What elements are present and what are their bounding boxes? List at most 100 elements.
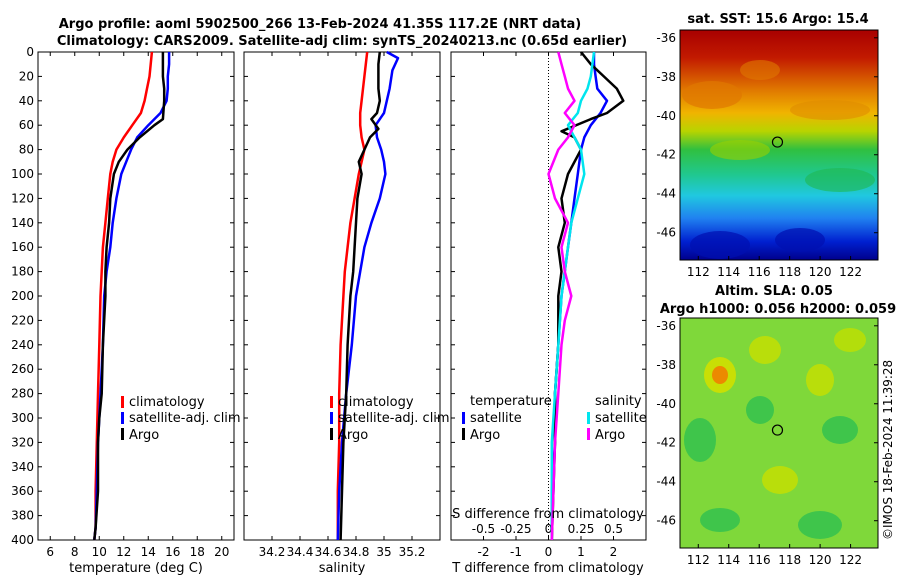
- sst-warm-patch: [790, 100, 870, 120]
- legend-swatch-argo: [121, 428, 124, 440]
- lat-tick-label: -44: [656, 187, 676, 201]
- x-tick-label: 20: [214, 545, 229, 559]
- lon-tick-label: 112: [687, 553, 710, 567]
- sla-high-patch: [806, 364, 834, 396]
- lon-tick-label: 118: [778, 553, 801, 567]
- s-tick-label: 0.5: [604, 522, 623, 536]
- series-line-s-argo: [547, 51, 576, 541]
- sla-high-core: [712, 366, 728, 384]
- series-line-climatology: [93, 51, 154, 541]
- y-tick-label: 340: [11, 460, 34, 474]
- sla-high-patch: [834, 328, 866, 352]
- legend-swatch-t-satellite: [462, 412, 465, 424]
- y-tick-label: 380: [11, 509, 34, 523]
- series-line-climatology: [336, 51, 369, 540]
- lon-tick-label: 118: [778, 265, 801, 279]
- sst-warm-patch: [682, 81, 742, 109]
- temperature-axes-frame: [37, 51, 235, 541]
- legend-argo: Argo: [338, 428, 368, 443]
- legend-swatch-satellite: [330, 412, 333, 424]
- x-tick-label: 14: [141, 545, 156, 559]
- lon-tick-label: 122: [839, 265, 862, 279]
- x-tick-label: 0: [545, 545, 553, 559]
- sla-low-patch: [684, 418, 716, 462]
- s-tick-label: 0.25: [568, 522, 595, 536]
- legend-climatology: climatology: [129, 395, 205, 410]
- y-tick-label: 160: [11, 240, 34, 254]
- sla-map-title-1: Altim. SLA: 0.05: [715, 284, 833, 299]
- x-tick-label: 8: [71, 545, 79, 559]
- t-difference-xlabel: T difference from climatology: [451, 561, 644, 576]
- legend-temperature-heading: temperature: [470, 394, 552, 409]
- series-line-s-satellite: [550, 51, 596, 540]
- legend-swatch-s-satellite: [587, 412, 590, 424]
- x-tick-label: 2: [610, 545, 618, 559]
- y-tick-label: 360: [11, 484, 34, 498]
- lat-tick-label: -42: [656, 148, 676, 162]
- legend-satellite: satellite-adj. clim: [129, 411, 241, 426]
- s-tick-label: -0.25: [500, 522, 531, 536]
- y-tick-label: 240: [11, 338, 34, 352]
- y-tick-label: 300: [11, 411, 34, 425]
- x-tick-label: 18: [190, 545, 205, 559]
- temperature-panel: 6 8 10 12 14 16 18 2002040608010012014016018020…: [11, 45, 241, 576]
- sla-low-patch: [700, 508, 740, 532]
- lon-tick-label: 120: [809, 553, 832, 567]
- lat-tick-label: -40: [656, 109, 676, 123]
- title-line2: Climatology: CARS2009. Satellite-adj cli…: [57, 34, 627, 49]
- series-line-satellite-adj-clim: [336, 50, 400, 541]
- y-tick-label: 260: [11, 362, 34, 376]
- difference-panel: -2 -1 0 1 2 -0.5 -0.25 0 0.25 0.5 T difference fr…: [450, 51, 647, 576]
- s-difference-xlabel: S difference from climatology: [452, 507, 644, 522]
- argo-location-marker: [771, 136, 784, 148]
- y-tick-label: 400: [11, 533, 34, 547]
- lon-tick-label: 112: [687, 265, 710, 279]
- legend-swatch-satellite: [121, 412, 124, 424]
- sst-transition-patch: [710, 140, 770, 160]
- x-tick-label: 1: [577, 545, 585, 559]
- sst-map: 112 114 116 118 120 122 -36 -38 -40 -42 -44 -46: [656, 29, 879, 279]
- x-tick-label: -1: [510, 545, 522, 559]
- s-tick-label: 0: [545, 522, 553, 536]
- lat-tick-label: -44: [656, 475, 676, 489]
- temperature-xlabel: temperature (deg C): [69, 561, 203, 576]
- salinity-legend: climatology satellite-adj. clim Argo: [330, 395, 450, 443]
- sst-warm-patch: [740, 60, 780, 80]
- sst-cold-patch: [690, 231, 750, 259]
- legend-swatch-climatology: [121, 396, 124, 408]
- series-line-argo: [339, 51, 382, 541]
- y-tick-label: 100: [11, 167, 34, 181]
- lon-tick-label: 116: [748, 553, 771, 567]
- legend-swatch-argo: [330, 428, 333, 440]
- legend-salinity-heading: salinity: [595, 394, 642, 409]
- y-tick-label: 80: [19, 143, 34, 157]
- y-tick-label: 320: [11, 435, 34, 449]
- x-tick-label: 16: [165, 545, 180, 559]
- y-tick-label: 200: [11, 289, 34, 303]
- y-tick-label: 20: [19, 69, 34, 83]
- legend-satellite: satellite-adj. clim: [338, 411, 450, 426]
- y-tick-label: 60: [19, 118, 34, 132]
- lat-tick-label: -38: [656, 70, 676, 84]
- legend-s-argo: Argo: [595, 428, 625, 443]
- lon-tick-label: 122: [839, 553, 862, 567]
- sla-low-patch: [822, 416, 858, 444]
- y-tick-label: 180: [11, 265, 34, 279]
- sst-cold-patch: [775, 228, 825, 252]
- title-line1: Argo profile: aoml 5902500_266 13-Feb-20…: [59, 17, 581, 32]
- x-tick-label: -2: [478, 545, 490, 559]
- temperature-legend: climatology satellite-adj. clim Argo: [121, 395, 241, 443]
- x-tick-label: 10: [92, 545, 107, 559]
- difference-legend-temperature: temperature satellite Argo: [462, 394, 552, 443]
- legend-climatology: climatology: [338, 395, 414, 410]
- y-tick-label: 0: [26, 45, 34, 59]
- legend-t-argo: Argo: [470, 428, 500, 443]
- x-tick-label: 34.4: [287, 545, 314, 559]
- sst-transition-patch: [805, 168, 875, 192]
- legend-swatch-t-argo: [462, 428, 465, 440]
- sla-map-frame: [679, 317, 879, 549]
- x-tick-label: 6: [46, 545, 54, 559]
- lat-tick-label: -36: [656, 319, 676, 333]
- y-tick-label: 220: [11, 313, 34, 327]
